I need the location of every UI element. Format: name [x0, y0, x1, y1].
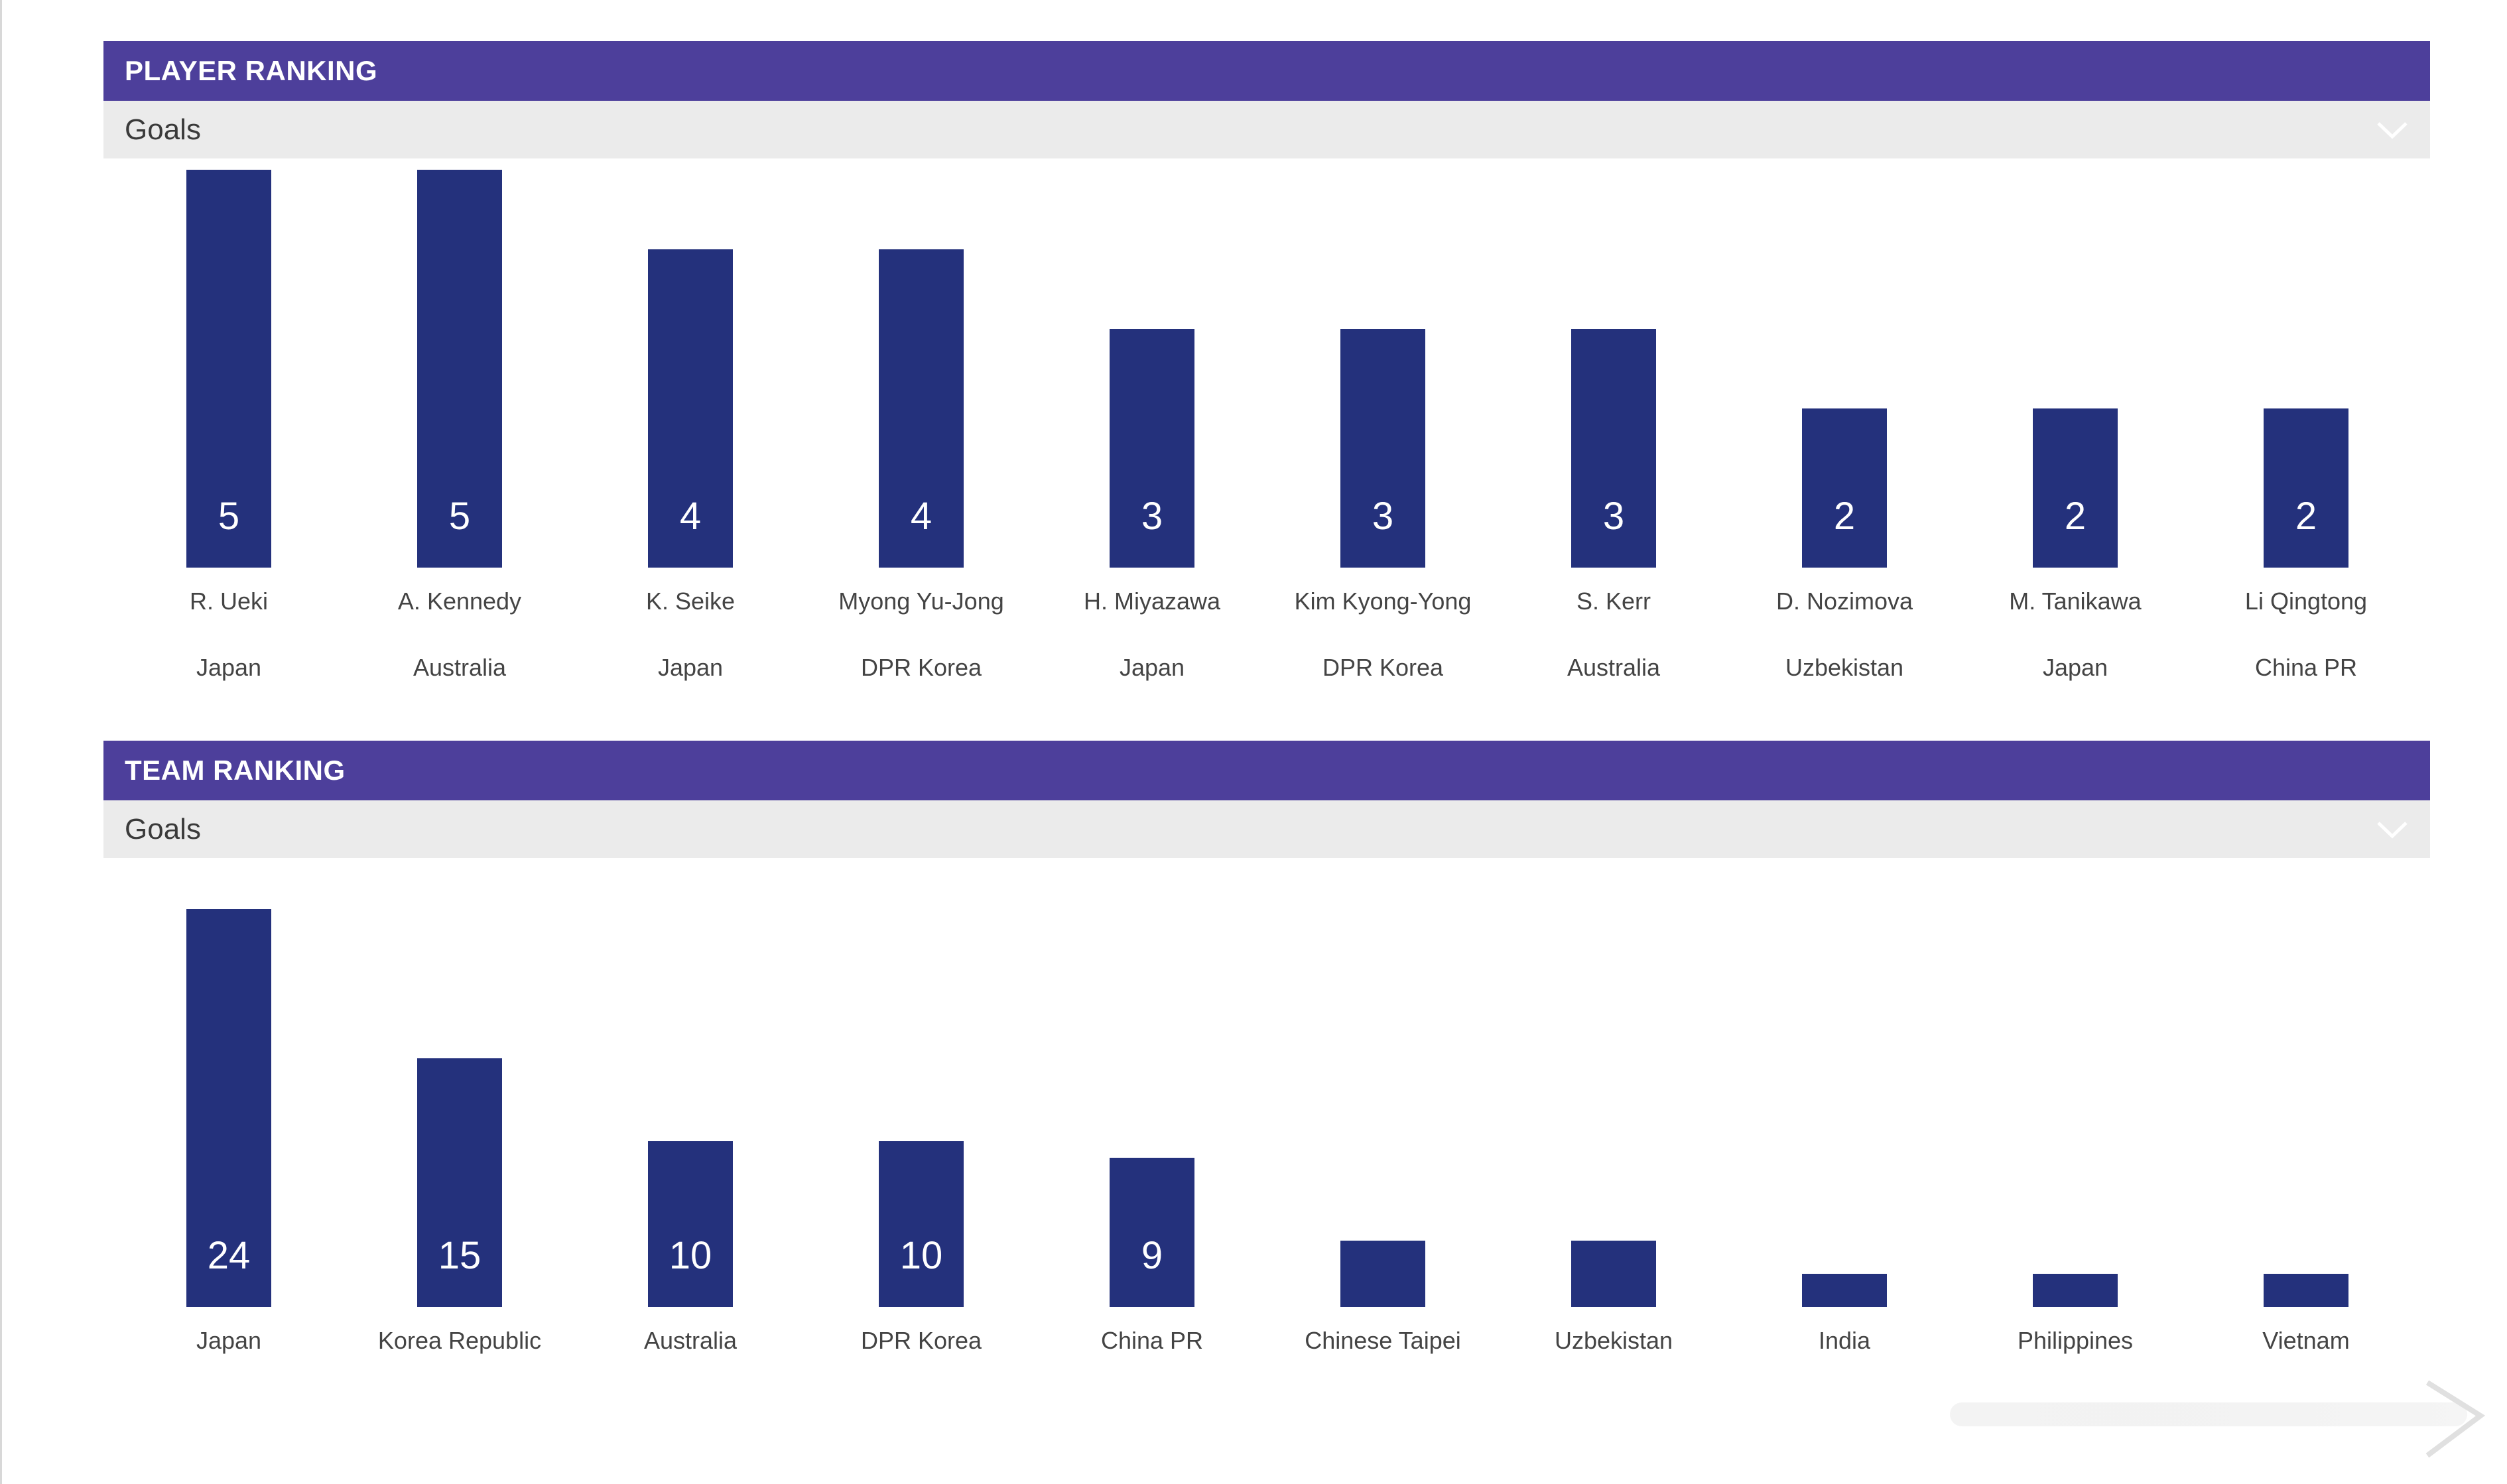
- chevron-down-icon[interactable]: [2376, 816, 2409, 843]
- team-stat-select-value: Goals: [125, 813, 201, 845]
- player-bar: [1110, 329, 1194, 568]
- team-category-label: Australia: [643, 1327, 738, 1354]
- player-stat-select[interactable]: Goals: [103, 101, 2430, 158]
- player-bar: [879, 249, 964, 568]
- player-bar-value: 2: [2295, 495, 2317, 538]
- player-bar: [2033, 408, 2118, 568]
- team-category-label: Philippines: [2017, 1327, 2134, 1354]
- player-bar-value: 4: [679, 495, 702, 538]
- player-ranking-header: PLAYER RANKING: [103, 41, 2430, 101]
- team-bar: [879, 1141, 964, 1307]
- player-team-label: DPR Korea: [1322, 654, 1444, 681]
- player-bar-value: 4: [910, 495, 932, 538]
- player-bar: [648, 249, 733, 568]
- team-bar-value: 10: [899, 1234, 943, 1277]
- player-bar-value: 2: [1833, 495, 1856, 538]
- player-bar-value: 3: [1602, 495, 1625, 538]
- team-bar: [2033, 1274, 2118, 1307]
- player-category-label: K. Seike: [645, 587, 736, 615]
- player-team-label: Japan: [2042, 654, 2108, 681]
- player-team-label: China PR: [2254, 654, 2358, 681]
- player-bar-value: 3: [1141, 495, 1163, 538]
- chevron-down-icon[interactable]: [2376, 117, 2409, 143]
- team-bar: [1802, 1274, 1887, 1307]
- player-goals-chart: 5 R. Ueki Japan 5 A. Kennedy Australia 4 K. Sei…: [103, 0, 2430, 729]
- team-category-label: Chinese Taipei: [1305, 1327, 1461, 1354]
- player-ranking-panel: PLAYER RANKING Goals: [103, 41, 2430, 158]
- player-category-label: M. Tanikawa: [2009, 587, 2142, 615]
- team-bar-value: 10: [669, 1234, 712, 1277]
- player-category-label: D. Nozimova: [1775, 587, 1913, 615]
- player-category-label: A. Kennedy: [397, 587, 522, 615]
- team-bar: [1571, 1241, 1656, 1307]
- player-bar: [1802, 408, 1887, 568]
- player-team-label: Japan: [196, 654, 262, 681]
- player-category-label: R. Ueki: [189, 587, 269, 615]
- watermark-logo: [1950, 1380, 2486, 1458]
- team-bar: [2264, 1274, 2348, 1307]
- player-bar-value: 3: [1372, 495, 1394, 538]
- player-team-label: DPR Korea: [860, 654, 982, 681]
- team-ranking-header: TEAM RANKING: [103, 741, 2430, 800]
- team-bar-value: 24: [207, 1234, 251, 1277]
- team-stat-select[interactable]: Goals: [103, 800, 2430, 858]
- player-category-label: Myong Yu-Jong: [838, 587, 1004, 615]
- player-bar-value: 5: [448, 495, 471, 538]
- team-category-label: Japan: [196, 1327, 262, 1354]
- player-team-label: Uzbekistan: [1785, 654, 1904, 681]
- player-category-label: S. Kerr: [1576, 587, 1651, 615]
- team-category-label: China PR: [1100, 1327, 1204, 1354]
- player-team-label: Australia: [1567, 654, 1661, 681]
- player-team-label: Japan: [657, 654, 724, 681]
- team-ranking-panel: TEAM RANKING Goals: [103, 741, 2430, 858]
- player-team-label: Japan: [1119, 654, 1185, 681]
- player-bar-value: 2: [2064, 495, 2087, 538]
- player-bar-value: 5: [218, 495, 240, 538]
- team-bar-value: 15: [438, 1234, 482, 1277]
- team-category-label: DPR Korea: [860, 1327, 982, 1354]
- team-bar: [417, 1058, 502, 1307]
- player-stat-select-value: Goals: [125, 113, 201, 146]
- team-goals-chart: 24 Japan 15 Korea Republic 10 Australia 10 DPR …: [103, 0, 2430, 1484]
- player-category-label: Kim Kyong-Yong: [1294, 587, 1472, 615]
- team-category-label: Uzbekistan: [1554, 1327, 1673, 1354]
- player-category-label: Li Qingtong: [2244, 587, 2368, 615]
- player-team-label: Australia: [413, 654, 507, 681]
- team-category-label: Korea Republic: [377, 1327, 542, 1354]
- team-bar: [1110, 1158, 1194, 1307]
- team-bar: [648, 1141, 733, 1307]
- team-category-label: India: [1818, 1327, 1871, 1354]
- player-category-label: H. Miyazawa: [1083, 587, 1221, 615]
- player-bar: [1571, 329, 1656, 568]
- player-bar: [417, 170, 502, 568]
- team-bar-value: 9: [1141, 1234, 1163, 1277]
- player-bar: [186, 170, 271, 568]
- team-category-label: Vietnam: [2262, 1327, 2350, 1354]
- team-bar: [186, 909, 271, 1307]
- team-bar: [1340, 1241, 1425, 1307]
- player-bar: [2264, 408, 2348, 568]
- left-border: [0, 0, 2, 1484]
- player-bar: [1340, 329, 1425, 568]
